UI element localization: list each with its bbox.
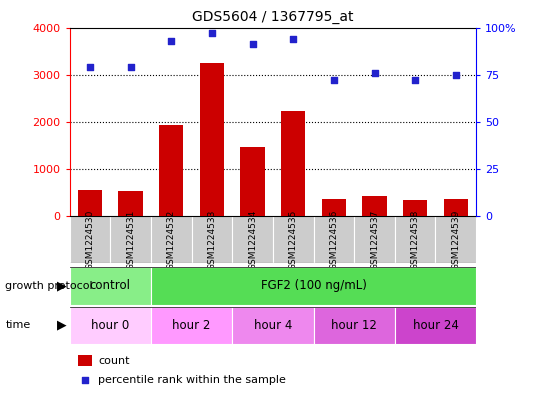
Bar [70, 267, 151, 305]
Point [86, 64, 94, 70]
Bar [322, 199, 346, 216]
Text: percentile rank within the sample: percentile rank within the sample [98, 375, 286, 386]
Bar [444, 199, 468, 216]
Bar [395, 307, 476, 344]
Text: GSM1224537: GSM1224537 [370, 209, 379, 270]
Title: GDS5604 / 1367795_at: GDS5604 / 1367795_at [192, 10, 354, 24]
Bar [200, 63, 224, 216]
Bar [78, 355, 92, 366]
Bar [151, 307, 232, 344]
Bar [395, 216, 435, 263]
Text: count: count [98, 356, 129, 366]
Point [452, 72, 460, 78]
Bar [151, 267, 476, 305]
Text: FGF2 (100 ng/mL): FGF2 (100 ng/mL) [261, 279, 366, 292]
Text: GSM1224539: GSM1224539 [452, 209, 460, 270]
Text: ▶: ▶ [57, 319, 66, 332]
Bar [192, 216, 232, 263]
Text: GSM1224531: GSM1224531 [126, 209, 135, 270]
Point [248, 41, 257, 48]
Bar [403, 200, 427, 216]
Bar [354, 216, 395, 263]
Text: GSM1224534: GSM1224534 [248, 209, 257, 270]
Text: GSM1224530: GSM1224530 [86, 209, 94, 270]
Text: control: control [90, 279, 131, 292]
Text: GSM1224538: GSM1224538 [411, 209, 419, 270]
Bar [151, 216, 192, 263]
Bar [118, 191, 143, 216]
Text: hour 2: hour 2 [172, 319, 211, 332]
Bar [70, 216, 110, 263]
Text: GSM1224533: GSM1224533 [208, 209, 216, 270]
Bar [314, 307, 395, 344]
Bar [273, 216, 314, 263]
Bar [362, 196, 387, 216]
Bar [232, 216, 273, 263]
Text: hour 4: hour 4 [254, 319, 292, 332]
Bar [70, 307, 151, 344]
Point [80, 377, 89, 384]
Point [330, 77, 338, 83]
Bar [232, 307, 314, 344]
Text: GSM1224535: GSM1224535 [289, 209, 297, 270]
Bar [159, 125, 184, 216]
Point [411, 77, 419, 83]
Text: hour 24: hour 24 [412, 319, 458, 332]
Point [167, 38, 175, 44]
Bar [281, 112, 305, 216]
Text: time: time [5, 320, 30, 330]
Text: ▶: ▶ [57, 279, 66, 292]
Point [126, 64, 135, 70]
Text: GSM1224532: GSM1224532 [167, 209, 175, 270]
Bar [240, 147, 265, 216]
Text: GSM1224536: GSM1224536 [330, 209, 338, 270]
Bar [78, 190, 102, 216]
Text: growth protocol: growth protocol [5, 281, 93, 291]
Point [370, 70, 379, 76]
Bar [435, 216, 476, 263]
Point [289, 36, 297, 42]
Text: hour 12: hour 12 [331, 319, 377, 332]
Point [208, 30, 216, 36]
Bar [314, 216, 354, 263]
Text: hour 0: hour 0 [91, 319, 129, 332]
Bar [110, 216, 151, 263]
